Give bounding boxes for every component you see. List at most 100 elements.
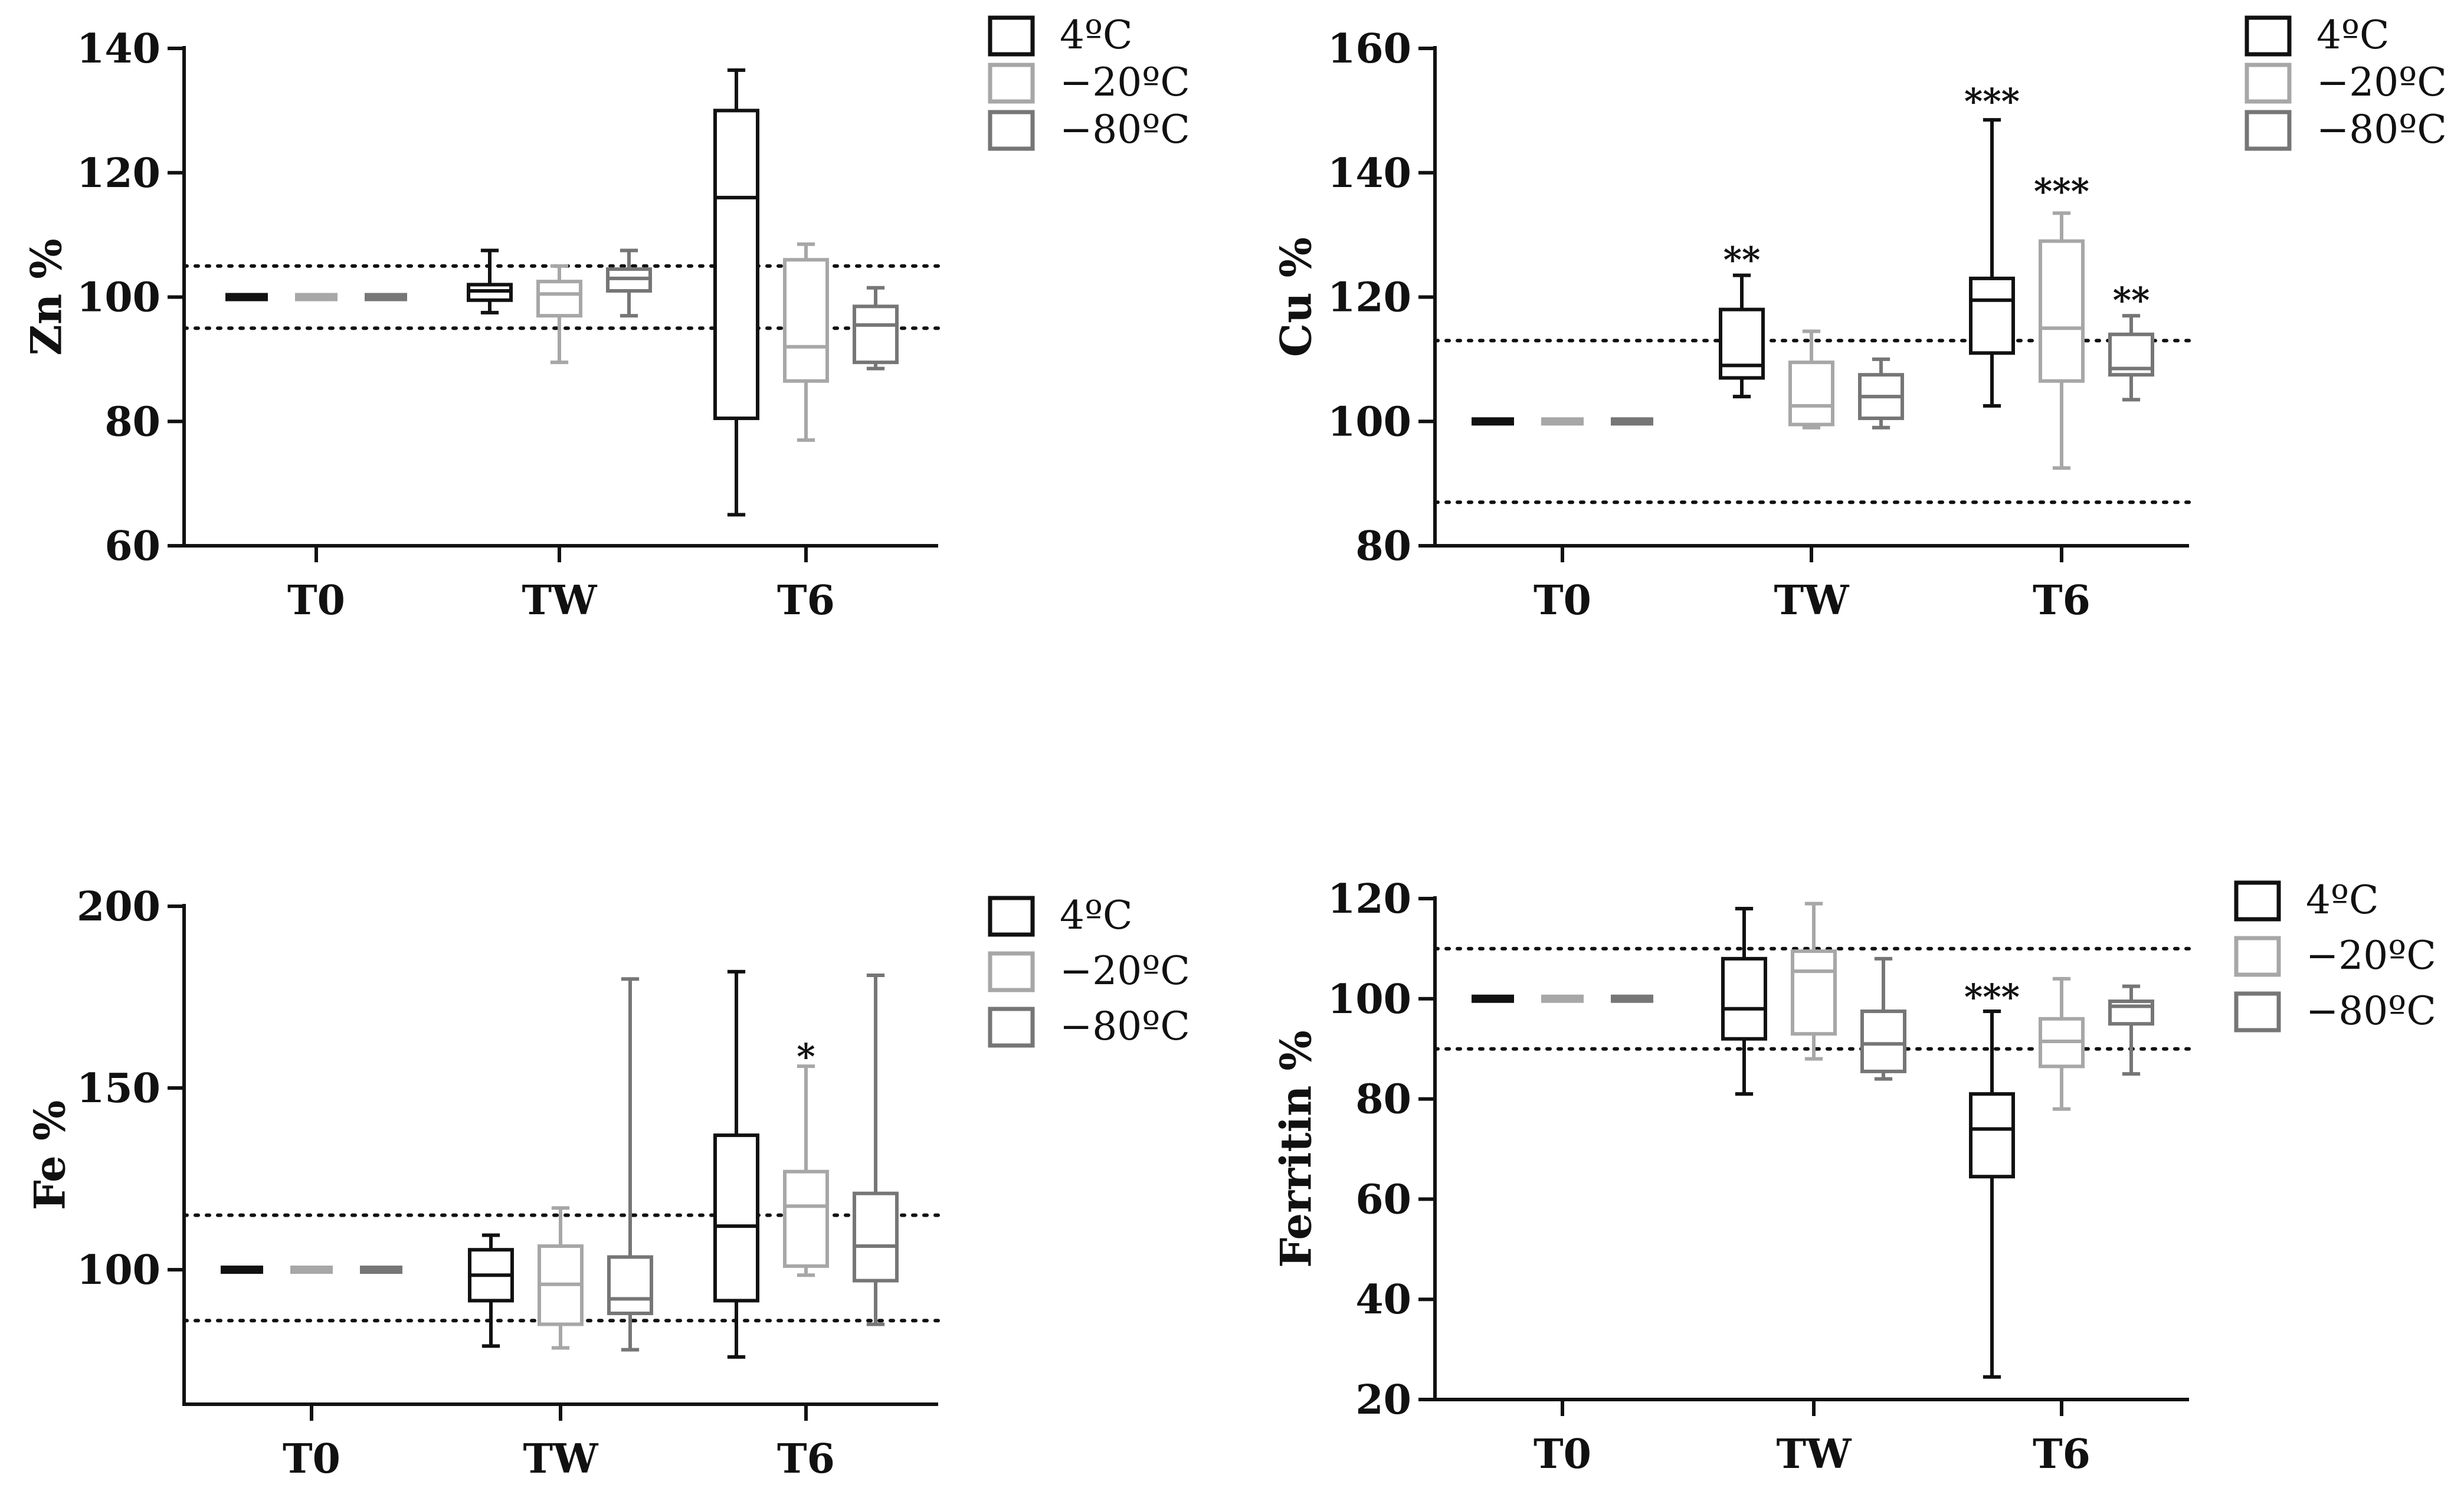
zn-box-iqr [713, 109, 759, 420]
zn-box-t6-s1 [713, 68, 759, 517]
cu-x-tick-label-t0: T0 [1534, 577, 1591, 624]
ferritin-y-axis-label: Ferritin % [1271, 1030, 1321, 1268]
cu-box-tw-s2 [1788, 329, 1834, 430]
cu-y-axis-label: Cu % [1271, 237, 1321, 357]
cu-legend-swatch [2245, 63, 2292, 104]
cu-y-tick-label: 140 [1328, 150, 1411, 197]
ferritin-box-iqr [1721, 956, 1767, 1041]
zn-box-tw-s2 [536, 264, 582, 365]
ferritin-y-tick-label: 100 [1328, 976, 1411, 1023]
cu-legend: 4ºC−20ºC−80ºC [2245, 12, 2447, 152]
fe-box-tw-s3 [607, 977, 653, 1352]
fe-box-t6-s1 [713, 969, 759, 1359]
cu-significance-marker: ** [2113, 280, 2150, 322]
ferritin-box-iqr [1969, 1092, 2015, 1179]
ferritin-box-t6-s2 [2039, 976, 2085, 1111]
zn-box-t6-s2 [783, 242, 829, 442]
ferritin-box-iqr [1860, 1010, 1906, 1073]
panel-zn: 60 80 100 120 140 T0 TW T6 Zn % 4ºC−20ºC−80ºC [21, 12, 1190, 624]
zn-legend: 4ºC−20ºC−80ºC [988, 12, 1190, 152]
cu-significance-marker: *** [2034, 171, 2089, 212]
zn-legend-swatch [988, 15, 1035, 57]
cu-box-t6-s2 [2039, 211, 2085, 470]
cu-legend-label: −20ºC [2316, 60, 2447, 105]
ferritin-y-tick-label: 60 [1355, 1176, 1411, 1223]
cu-legend-swatch [2245, 110, 2292, 151]
ferritin-legend-swatch [2234, 991, 2281, 1033]
zn-box-iqr [783, 258, 829, 383]
cu-box-t6-s3 [2108, 314, 2154, 402]
ferritin-y-tick-label: 120 [1328, 876, 1411, 923]
ferritin-box-tw-s3 [1860, 956, 1906, 1081]
ferritin-box-iqr [1791, 949, 1837, 1036]
cu-box-t6-s1 [1969, 118, 2015, 408]
ferritin-y-tick-label: 40 [1355, 1276, 1411, 1323]
fe-box-iqr [607, 1255, 653, 1315]
ferritin-legend-label: −20ºC [2306, 933, 2436, 978]
fe-y-tick-label: 150 [77, 1065, 160, 1112]
fe-y-tick-label: 200 [77, 883, 160, 930]
cu-y-tick-label: 100 [1328, 398, 1411, 445]
ferritin-y-tick-label: 20 [1355, 1377, 1411, 1424]
zn-box-t6-s3 [853, 286, 899, 371]
fe-x-tick-label-t6: T6 [777, 1436, 835, 1483]
ferritin-box-tw-s2 [1791, 902, 1837, 1061]
cu-y-tick-label: 160 [1328, 25, 1411, 73]
zn-y-axis-label: Zn % [21, 238, 71, 355]
zn-legend-swatch [988, 110, 1035, 151]
ferritin-box-t6-s1 [1969, 1010, 2015, 1379]
fe-legend-swatch [988, 951, 1035, 992]
cu-legend-label: 4ºC [2316, 12, 2390, 58]
ferritin-legend: 4ºC −20ºC −80ºC [2234, 877, 2436, 1034]
fe-x-tick-label-t0: T0 [283, 1436, 340, 1483]
fe-y-tick-label: 100 [77, 1247, 160, 1294]
zn-legend-label: −20ºC [1060, 60, 1190, 105]
zn-y-tick-label: 80 [104, 398, 160, 445]
fe-significance-marker: * [797, 1037, 815, 1078]
cu-significance-marker: ** [1724, 240, 1761, 281]
zn-legend-swatch [988, 63, 1035, 104]
fe-box-t6-s2 [783, 1064, 829, 1277]
cu-box-tw-s3 [1858, 357, 1904, 430]
zn-box-iqr [853, 304, 899, 365]
fe-legend-swatch [988, 896, 1035, 937]
zn-box-tw-s3 [606, 248, 652, 318]
zn-legend-label: 4ºC [1060, 12, 1133, 58]
zn-x-tick-label-tw: TW [522, 577, 598, 624]
fe-box-tw-s1 [468, 1233, 514, 1348]
cu-x-tick-label-tw: TW [1774, 577, 1850, 624]
fe-legend-label: −80ºC [1060, 1004, 1190, 1049]
ferritin-legend-swatch [2234, 880, 2281, 922]
fe-legend-label: 4ºC [1060, 893, 1133, 938]
ferritin-legend-swatch [2234, 936, 2281, 977]
fe-box-tw-s2 [538, 1206, 584, 1350]
zn-box-tw-s1 [467, 248, 513, 314]
cu-box-iqr [1788, 360, 1834, 427]
panel-fe: 100 150 200 T0 TW T6 Fe % * 4ºC −20ºC −80ºC [25, 883, 1190, 1483]
cu-significance-marker: *** [1964, 81, 2020, 122]
cu-box-iqr [1969, 276, 2015, 355]
fe-box-iqr [783, 1169, 829, 1268]
ferritin-x-tick-label-tw: TW [1777, 1431, 1853, 1478]
ferritin-legend-label: −80ºC [2306, 988, 2436, 1034]
ferritin-significance-marker: *** [1964, 976, 2020, 1018]
fe-box-t6-s3 [853, 974, 899, 1326]
zn-box-iqr [536, 280, 582, 318]
fe-x-tick-label-tw: TW [523, 1436, 599, 1483]
cu-x-tick-label-t6: T6 [2033, 577, 2091, 624]
cu-box-iqr [2039, 239, 2085, 383]
ferritin-x-tick-label-t0: T0 [1534, 1431, 1591, 1478]
panel-ferritin: 20 40 60 80 100 120 T0 TW T6 Ferritin % *** 4ºC −20º… [1271, 876, 2436, 1478]
zn-y-tick-label: 60 [104, 523, 160, 570]
cu-box-tw-s1 [1719, 273, 1765, 399]
fe-box-iqr [853, 1191, 899, 1283]
ferritin-box-t6-s3 [2108, 984, 2154, 1076]
fe-y-axis-label: Fe % [25, 1100, 75, 1210]
fe-legend-label: −20ºC [1060, 948, 1190, 994]
zn-y-tick-label: 120 [77, 150, 160, 197]
ferritin-box-tw-s1 [1721, 906, 1767, 1096]
zn-x-tick-label-t6: T6 [777, 577, 835, 624]
ferritin-legend-label: 4ºC [2306, 877, 2379, 923]
